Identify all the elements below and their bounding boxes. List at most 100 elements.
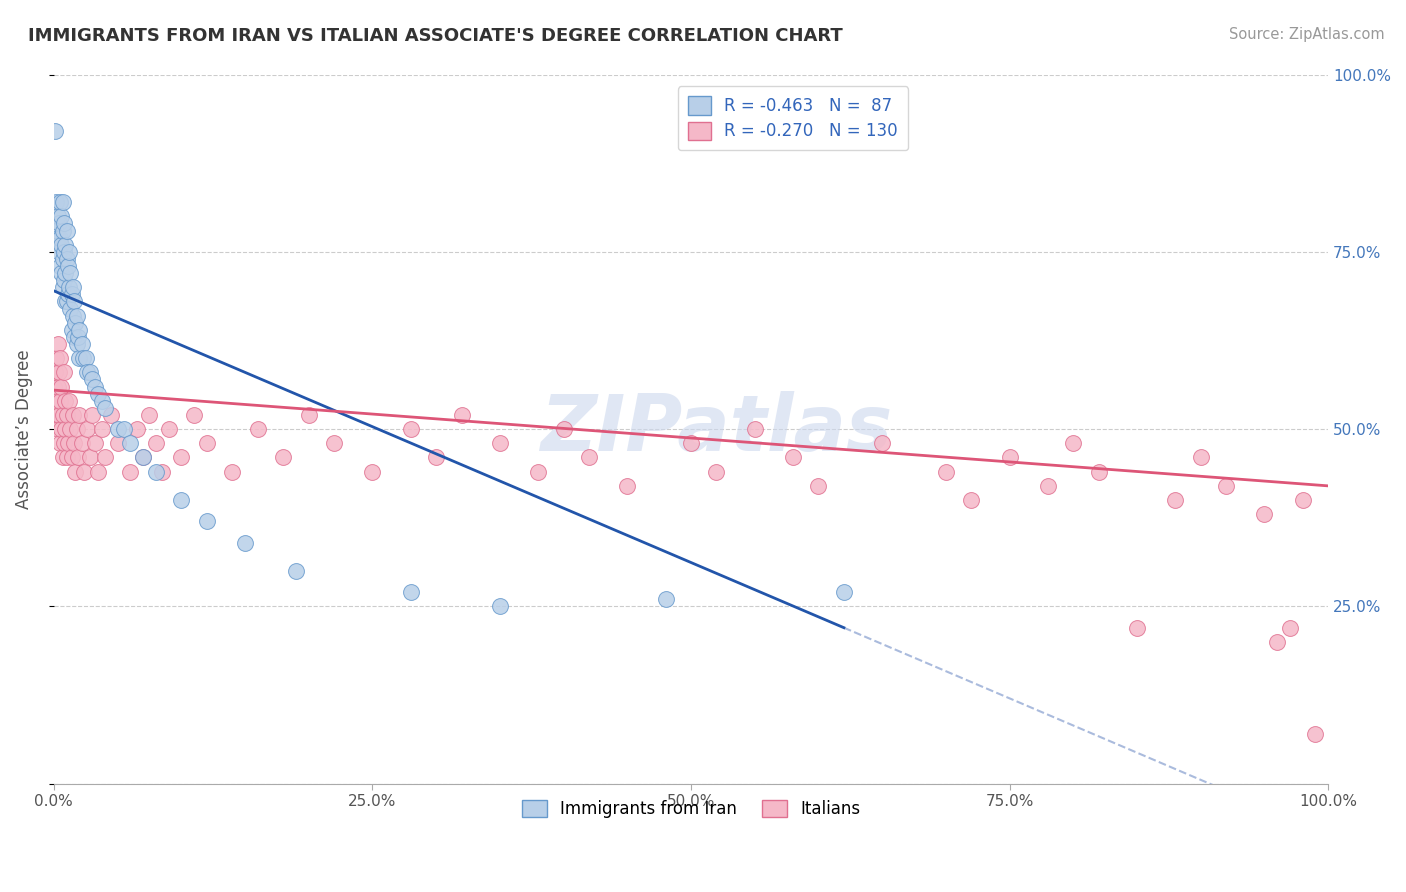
- Point: [399, 585, 422, 599]
- Point: [284, 564, 307, 578]
- Point: [79, 450, 101, 465]
- Point: [527, 465, 550, 479]
- Point: [233, 535, 256, 549]
- Point: [62, 408, 84, 422]
- Point: [83, 379, 105, 393]
- Point: [67, 330, 90, 344]
- Point: [195, 436, 218, 450]
- Point: [52, 223, 75, 237]
- Point: [87, 386, 110, 401]
- Point: [450, 408, 472, 422]
- Point: [807, 479, 830, 493]
- Point: [76, 365, 98, 379]
- Point: [1062, 436, 1084, 450]
- Point: [489, 599, 512, 614]
- Point: [49, 230, 72, 244]
- Text: ZIPatlas: ZIPatlas: [540, 391, 893, 467]
- Point: [1278, 621, 1301, 635]
- Point: [183, 408, 205, 422]
- Point: [67, 351, 90, 366]
- Point: [960, 493, 983, 508]
- Point: [361, 465, 384, 479]
- Point: [59, 422, 82, 436]
- Point: [53, 365, 76, 379]
- Point: [46, 337, 69, 351]
- Point: [221, 465, 243, 479]
- Point: [1189, 450, 1212, 465]
- Point: [51, 266, 73, 280]
- Point: [578, 450, 600, 465]
- Point: [138, 408, 160, 422]
- Point: [49, 351, 72, 366]
- Point: [45, 195, 67, 210]
- Point: [62, 280, 84, 294]
- Point: [65, 465, 87, 479]
- Point: [1164, 493, 1187, 508]
- Point: [271, 450, 294, 465]
- Point: [679, 436, 702, 450]
- Point: [45, 223, 67, 237]
- Point: [58, 280, 80, 294]
- Point: [76, 422, 98, 436]
- Point: [51, 422, 73, 436]
- Point: [53, 294, 76, 309]
- Point: [60, 323, 83, 337]
- Point: [195, 514, 218, 528]
- Point: [94, 401, 117, 415]
- Point: [782, 450, 804, 465]
- Point: [55, 450, 77, 465]
- Point: [53, 273, 76, 287]
- Point: [1215, 479, 1237, 493]
- Point: [56, 436, 79, 450]
- Point: [170, 450, 193, 465]
- Point: [44, 365, 66, 379]
- Point: [489, 436, 512, 450]
- Point: [52, 280, 75, 294]
- Legend: Immigrants from Iran, Italians: Immigrants from Iran, Italians: [515, 794, 868, 825]
- Point: [63, 294, 86, 309]
- Point: [46, 379, 69, 393]
- Point: [157, 422, 180, 436]
- Point: [58, 244, 80, 259]
- Point: [51, 379, 73, 393]
- Point: [744, 422, 766, 436]
- Point: [63, 436, 86, 450]
- Point: [706, 465, 728, 479]
- Point: [45, 351, 67, 366]
- Point: [107, 436, 129, 450]
- Point: [48, 217, 70, 231]
- Point: [870, 436, 893, 450]
- Point: [55, 408, 77, 422]
- Point: [399, 422, 422, 436]
- Point: [46, 210, 69, 224]
- Point: [1291, 493, 1313, 508]
- Point: [100, 408, 122, 422]
- Point: [1305, 727, 1327, 741]
- Point: [132, 450, 155, 465]
- Point: [49, 259, 72, 273]
- Point: [65, 316, 87, 330]
- Point: [170, 493, 193, 508]
- Point: [46, 230, 69, 244]
- Point: [70, 337, 93, 351]
- Point: [52, 252, 75, 266]
- Point: [48, 365, 70, 379]
- Point: [46, 237, 69, 252]
- Text: Source: ZipAtlas.com: Source: ZipAtlas.com: [1229, 27, 1385, 42]
- Point: [73, 465, 96, 479]
- Point: [60, 450, 83, 465]
- Point: [51, 237, 73, 252]
- Point: [246, 422, 269, 436]
- Point: [49, 195, 72, 210]
- Point: [75, 351, 97, 366]
- Point: [56, 287, 79, 301]
- Point: [62, 309, 84, 323]
- Point: [46, 422, 69, 436]
- Point: [107, 422, 129, 436]
- Point: [120, 465, 142, 479]
- Point: [70, 436, 93, 450]
- Point: [66, 422, 89, 436]
- Point: [323, 436, 346, 450]
- Point: [53, 244, 76, 259]
- Y-axis label: Associate’s Degree: Associate’s Degree: [15, 350, 32, 509]
